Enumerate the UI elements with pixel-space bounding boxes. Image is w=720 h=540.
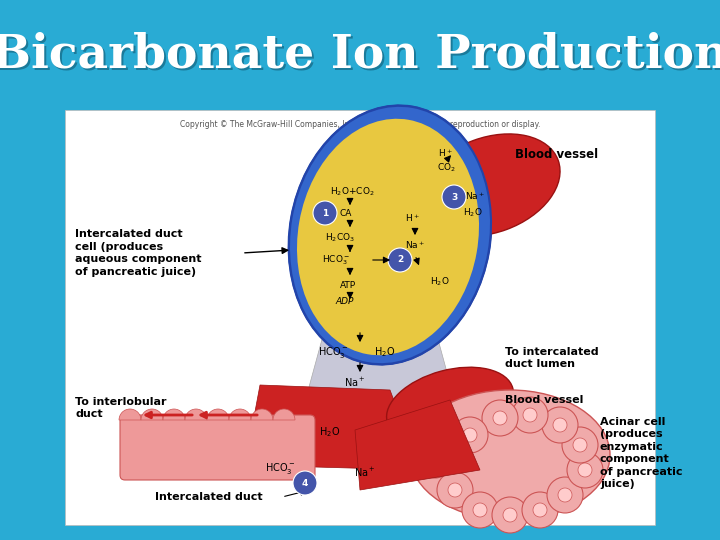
Text: H$^+$: H$^+$ (438, 147, 453, 159)
Circle shape (492, 497, 528, 533)
Circle shape (417, 442, 453, 478)
Circle shape (573, 438, 587, 452)
Polygon shape (300, 310, 460, 420)
Circle shape (512, 397, 548, 433)
Circle shape (442, 185, 466, 209)
Text: CO$_2$: CO$_2$ (437, 162, 456, 174)
Text: To interlobular
duct: To interlobular duct (75, 397, 166, 419)
Circle shape (428, 453, 442, 467)
Ellipse shape (387, 367, 513, 443)
Circle shape (437, 472, 473, 508)
Ellipse shape (297, 119, 479, 355)
FancyBboxPatch shape (120, 415, 315, 480)
Circle shape (542, 407, 578, 443)
Text: Na$^+$: Na$^+$ (344, 375, 366, 389)
Text: H$^+$: H$^+$ (405, 212, 420, 224)
Text: H$_2$O: H$_2$O (463, 207, 482, 219)
Circle shape (547, 477, 583, 513)
Ellipse shape (289, 106, 491, 364)
Text: Copyright © The McGraw-Hill Companies, Inc. Permission required for reproduction: Copyright © The McGraw-Hill Companies, I… (180, 120, 540, 129)
Text: Acinar cell
(produces
enzymatic
component
of pancreatic
juice): Acinar cell (produces enzymatic componen… (600, 417, 683, 489)
Ellipse shape (297, 119, 479, 355)
Text: Intercalated duct: Intercalated duct (155, 492, 263, 502)
Circle shape (503, 508, 517, 522)
Text: Blood vessel: Blood vessel (505, 395, 583, 405)
Text: Na$^+$: Na$^+$ (465, 190, 485, 202)
Circle shape (448, 483, 462, 497)
Text: H$_2$CO$_3$: H$_2$CO$_3$ (325, 232, 355, 244)
Text: ADP: ADP (335, 298, 354, 307)
Text: H$_2$O+CO$_2$: H$_2$O+CO$_2$ (330, 186, 374, 198)
Wedge shape (163, 409, 185, 420)
Text: Blood vessel: Blood vessel (515, 148, 598, 161)
FancyBboxPatch shape (65, 110, 655, 525)
Text: 3: 3 (451, 192, 457, 201)
Wedge shape (273, 409, 295, 420)
Circle shape (313, 201, 337, 225)
Text: CA: CA (340, 208, 352, 218)
Text: H$_2$O: H$_2$O (320, 425, 341, 439)
Text: H$_2$O: H$_2$O (374, 345, 395, 359)
Ellipse shape (289, 106, 491, 364)
Text: 2: 2 (397, 255, 403, 265)
Text: Na$^+$: Na$^+$ (354, 465, 376, 478)
Circle shape (553, 418, 567, 432)
Text: Bicarbonate Ion Production: Bicarbonate Ion Production (0, 34, 720, 80)
Wedge shape (119, 409, 141, 420)
Circle shape (388, 248, 412, 272)
Wedge shape (207, 409, 229, 420)
Circle shape (293, 471, 317, 495)
Circle shape (452, 417, 488, 453)
Wedge shape (185, 409, 207, 420)
Circle shape (562, 427, 598, 463)
Circle shape (522, 492, 558, 528)
Polygon shape (355, 400, 480, 490)
Text: 1: 1 (322, 208, 328, 218)
Circle shape (462, 492, 498, 528)
Circle shape (482, 400, 518, 436)
Wedge shape (251, 409, 273, 420)
Circle shape (523, 408, 537, 422)
Text: H$_2$O: H$_2$O (430, 276, 449, 288)
Ellipse shape (420, 134, 560, 236)
Text: HCO$_3^-$: HCO$_3^-$ (265, 461, 295, 476)
Circle shape (558, 488, 572, 502)
Circle shape (473, 503, 487, 517)
Text: HCO$_3^-$: HCO$_3^-$ (322, 253, 350, 267)
Circle shape (533, 503, 547, 517)
Circle shape (578, 463, 592, 477)
Text: 4: 4 (302, 478, 308, 488)
Circle shape (567, 452, 603, 488)
Circle shape (463, 428, 477, 442)
Circle shape (493, 411, 507, 425)
Wedge shape (141, 409, 163, 420)
Text: HCO$_3^-$: HCO$_3^-$ (318, 345, 348, 360)
Wedge shape (229, 409, 251, 420)
Text: Intercalated duct
cell (produces
aqueous component
of pancreatic juice): Intercalated duct cell (produces aqueous… (75, 230, 202, 276)
Text: Na$^+$: Na$^+$ (405, 239, 426, 251)
Text: To intercalated
duct lumen: To intercalated duct lumen (505, 347, 598, 369)
Ellipse shape (410, 390, 610, 520)
Polygon shape (245, 385, 420, 470)
Text: ATP: ATP (340, 280, 356, 289)
Text: Bicarbonate Ion Production: Bicarbonate Ion Production (0, 32, 720, 78)
